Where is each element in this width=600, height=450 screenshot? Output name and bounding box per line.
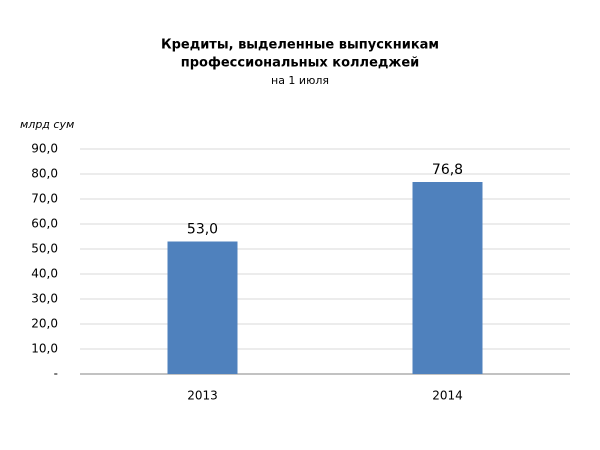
bar	[167, 241, 238, 374]
y-tick-label: 90,0	[31, 142, 58, 156]
data-label: 53,0	[187, 222, 218, 238]
y-axis-label: млрд сум	[20, 118, 74, 131]
bar	[412, 182, 483, 374]
y-tick-label: 30,0	[31, 292, 58, 306]
x-tick-label: 2013	[187, 389, 218, 403]
chart-title: профессиональных колледжей	[181, 56, 420, 71]
y-tick-label: 80,0	[31, 167, 58, 181]
y-tick-label: 10,0	[31, 342, 58, 356]
x-tick-label: 2014	[432, 389, 463, 403]
y-tick-label: 20,0	[31, 317, 58, 331]
chart-subtitle: на 1 июля	[271, 74, 329, 87]
y-tick-label: 70,0	[31, 192, 58, 206]
data-label: 76,8	[432, 162, 463, 178]
y-tick-label: -	[54, 367, 58, 381]
chart-title: Кредиты, выделенные выпускникам	[161, 38, 439, 53]
y-tick-label: 50,0	[31, 242, 58, 256]
y-tick-label: 40,0	[31, 267, 58, 281]
y-tick-label: 60,0	[31, 217, 58, 231]
